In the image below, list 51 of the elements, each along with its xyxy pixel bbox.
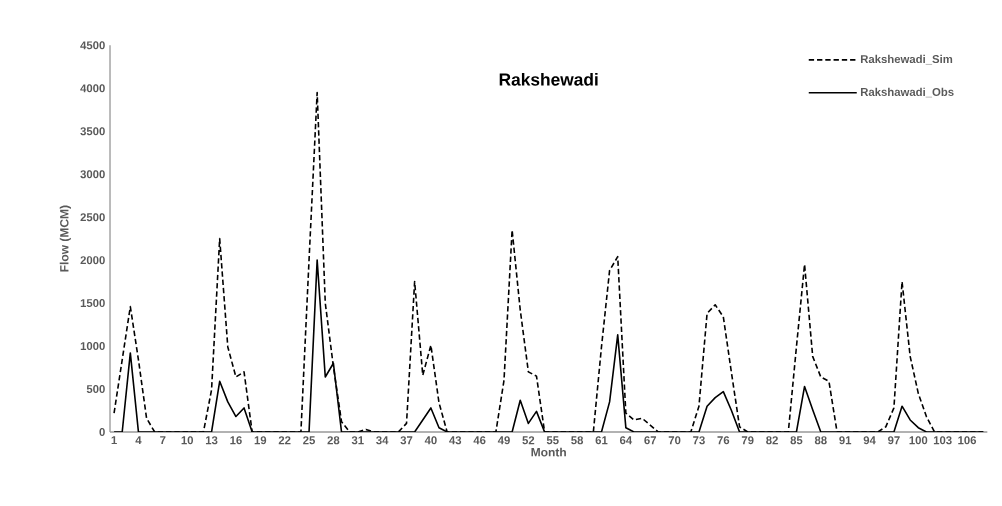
x-tick-label: 43 <box>449 436 462 445</box>
x-tick-label: 28 <box>327 436 340 445</box>
y-tick-label: 2500 <box>80 213 105 222</box>
x-tick-label: 73 <box>693 436 705 445</box>
x-tick-label: 10 <box>181 436 194 445</box>
x-tick-label: 22 <box>278 436 291 445</box>
x-tick-label: 79 <box>741 436 754 445</box>
x-tick-label: 106 <box>958 436 977 445</box>
x-tick-label: 49 <box>497 436 510 445</box>
legend-label: Rakshewadi_Sim <box>860 54 953 65</box>
x-tick-label: 91 <box>839 436 852 445</box>
x-tick-label: 13 <box>205 436 218 445</box>
y-tick-label: 4000 <box>80 84 105 93</box>
x-tick-label: 85 <box>790 436 803 445</box>
y-tick-label: 3500 <box>80 127 105 136</box>
x-tick-label: 4 <box>135 436 142 445</box>
x-tick-label: 88 <box>814 436 827 445</box>
x-axis-title: Month <box>531 447 566 457</box>
x-tick-label: 19 <box>254 436 267 445</box>
x-tick-label: 58 <box>571 436 584 445</box>
x-tick-label: 103 <box>933 436 952 445</box>
x-tick-label: 7 <box>160 436 166 445</box>
x-tick-label: 34 <box>376 436 389 445</box>
x-tick-label: 100 <box>909 436 928 445</box>
x-tick-label: 46 <box>473 436 486 445</box>
y-tick-label: 2000 <box>80 256 105 265</box>
x-tick-label: 37 <box>400 436 413 445</box>
x-tick-label: 76 <box>717 436 730 445</box>
y-tick-label: 3000 <box>80 170 105 179</box>
x-tick-label: 82 <box>766 436 778 445</box>
y-tick-label: 4500 <box>80 41 105 50</box>
y-tick-label: 0 <box>99 427 105 436</box>
x-tick-label: 52 <box>522 436 535 445</box>
x-tick-label: 94 <box>863 436 876 445</box>
x-tick-label: 25 <box>303 436 316 445</box>
x-tick-label: 64 <box>619 436 633 445</box>
x-tick-label: 55 <box>546 436 559 445</box>
y-tick-label: 1000 <box>80 342 105 351</box>
x-tick-label: 70 <box>668 436 681 445</box>
x-tick-label: 61 <box>595 436 608 445</box>
x-tick-label: 67 <box>644 436 657 445</box>
text: Rakshewadi <box>499 72 598 86</box>
y-axis-title: Flow (MCM) <box>59 205 71 272</box>
x-tick-label: 1 <box>111 436 117 445</box>
y-tick-label: 500 <box>86 385 105 394</box>
legend-label: Rakshawadi_Obs <box>860 87 954 98</box>
x-tick-label: 97 <box>888 436 900 445</box>
x-tick-label: 31 <box>351 436 364 445</box>
x-tick-label: 16 <box>230 436 242 445</box>
y-tick-label: 1500 <box>80 299 105 308</box>
x-tick-label: 40 <box>424 436 437 445</box>
